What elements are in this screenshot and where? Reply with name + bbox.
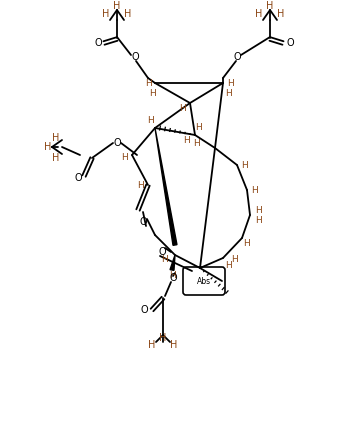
- Text: H: H: [169, 270, 175, 280]
- Text: O: O: [131, 52, 139, 62]
- Text: H: H: [148, 340, 156, 350]
- Text: H: H: [225, 261, 232, 270]
- Text: H: H: [179, 104, 186, 113]
- Text: H: H: [162, 255, 168, 264]
- Text: H: H: [145, 79, 151, 88]
- Text: H: H: [252, 186, 258, 195]
- Text: H: H: [159, 333, 167, 343]
- Polygon shape: [170, 255, 175, 270]
- Text: H: H: [113, 1, 121, 11]
- Text: H: H: [195, 123, 202, 132]
- Text: H: H: [266, 1, 274, 11]
- Text: H: H: [227, 79, 233, 88]
- Text: H: H: [225, 88, 232, 97]
- Text: H: H: [137, 181, 143, 190]
- Text: O: O: [94, 38, 102, 48]
- Text: H: H: [102, 9, 110, 19]
- Text: H: H: [194, 138, 201, 148]
- Text: O: O: [139, 217, 147, 227]
- Text: H: H: [243, 239, 250, 247]
- Text: O: O: [169, 273, 177, 283]
- Text: O: O: [286, 38, 294, 48]
- Polygon shape: [155, 128, 177, 245]
- Text: O: O: [140, 305, 148, 315]
- Text: H: H: [277, 9, 285, 19]
- Text: Abs: Abs: [197, 277, 211, 286]
- Text: H: H: [255, 9, 263, 19]
- Text: H: H: [52, 133, 60, 143]
- Text: H: H: [232, 255, 238, 264]
- Text: H: H: [170, 340, 178, 350]
- Text: H: H: [124, 9, 132, 19]
- Text: H: H: [147, 115, 153, 124]
- Text: O: O: [74, 173, 82, 183]
- Text: H: H: [242, 160, 248, 170]
- Text: H: H: [255, 215, 261, 225]
- Text: O: O: [158, 247, 166, 257]
- Text: H: H: [52, 153, 60, 163]
- Text: H: H: [183, 135, 190, 145]
- Text: H: H: [255, 206, 261, 214]
- Text: O: O: [113, 138, 121, 148]
- Text: O: O: [233, 52, 241, 62]
- Text: H: H: [121, 153, 128, 162]
- Text: H: H: [44, 142, 52, 152]
- Text: H: H: [149, 88, 155, 97]
